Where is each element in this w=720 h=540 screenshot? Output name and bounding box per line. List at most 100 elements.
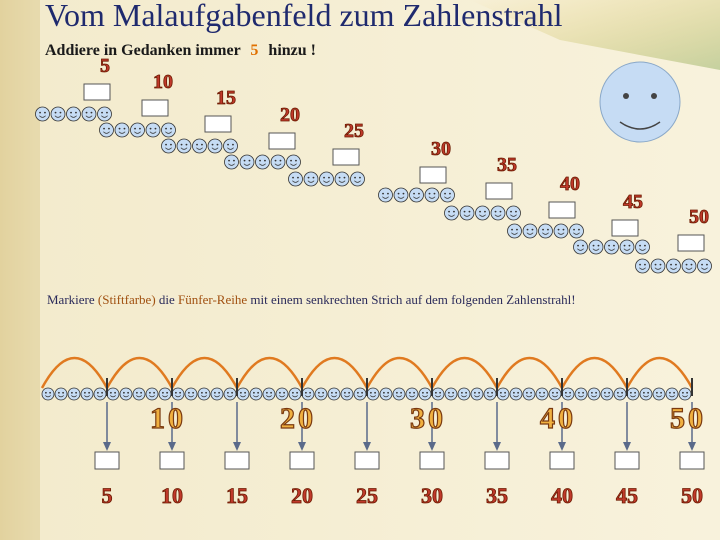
smiley — [97, 106, 112, 122]
step-number: 35 — [497, 154, 517, 176]
smiley-eye — [103, 127, 105, 130]
smiley — [224, 154, 239, 170]
smiley-mouth — [338, 180, 346, 183]
smiley — [635, 258, 650, 274]
answer-box — [141, 99, 169, 117]
smiley-face — [697, 258, 712, 274]
smiley — [490, 205, 506, 221]
smiley — [561, 387, 575, 401]
smiley-eye — [526, 228, 529, 231]
smiley — [130, 122, 145, 138]
smiley-mouth — [577, 248, 584, 251]
line-number: 10 — [150, 402, 186, 435]
smiley — [319, 171, 334, 187]
smiley-mouth — [70, 115, 77, 118]
smiley — [81, 106, 97, 122]
smiley-eye — [453, 210, 455, 213]
smiley-eye — [248, 159, 251, 162]
smiley-eye — [216, 143, 219, 146]
smiley-eye — [449, 192, 451, 195]
side-strip — [0, 0, 40, 540]
smiley-eye — [292, 391, 294, 394]
smiley-mouth — [279, 395, 285, 398]
answer-box — [83, 83, 111, 101]
smiley-face — [145, 387, 159, 401]
smiley-eye — [361, 391, 363, 394]
smiley — [678, 387, 692, 401]
smiley-face — [440, 187, 455, 203]
smiley-eye — [295, 159, 297, 162]
smiley-eye — [448, 391, 450, 394]
smiley-eye — [205, 391, 208, 394]
answer-box — [224, 451, 250, 470]
smiley-face — [197, 387, 211, 401]
subtitle-number: 5 — [250, 42, 258, 59]
smiley-face — [600, 387, 614, 401]
answer-number: 25 — [356, 483, 378, 508]
smiley — [145, 387, 159, 401]
smiley-mouth — [71, 395, 77, 398]
smiley-face — [207, 138, 223, 154]
smiley-mouth — [448, 214, 455, 217]
smiley-eye — [463, 210, 466, 213]
smiley-face — [340, 387, 354, 401]
smiley-mouth — [526, 395, 532, 398]
smiley-mouth — [370, 395, 376, 398]
smiley-eye — [706, 263, 708, 266]
smiley-eye — [539, 391, 541, 394]
smiley-eye — [231, 391, 234, 394]
smiley-eye — [543, 391, 545, 394]
smiley-eye — [604, 391, 606, 394]
smiley-face — [66, 106, 81, 122]
smiley — [288, 387, 302, 401]
smiley-eye — [106, 111, 108, 114]
smiley-mouth — [565, 395, 571, 398]
smiley-face — [639, 387, 653, 401]
answer-box — [679, 451, 705, 470]
smiley-mouth — [487, 395, 493, 398]
smiley-face — [507, 223, 522, 239]
smiley-eye — [211, 143, 214, 146]
smiley-eye — [621, 391, 623, 394]
smiley-eye — [335, 391, 337, 394]
smiley-face — [635, 239, 650, 255]
smiley — [378, 187, 393, 203]
answer-box — [332, 148, 360, 166]
smiley-face — [665, 387, 679, 401]
smiley — [275, 387, 289, 401]
smiley-eye — [484, 210, 486, 213]
smiley-eye — [444, 192, 446, 195]
smiley-face — [93, 387, 107, 401]
smiley-eye — [531, 228, 534, 231]
step-number: 15 — [216, 87, 236, 109]
smiley — [249, 387, 263, 401]
smiley — [67, 387, 81, 401]
smiley-mouth — [511, 232, 518, 235]
smiley-eye — [97, 391, 99, 394]
smiley-eye — [400, 391, 402, 394]
smiley-mouth — [323, 180, 330, 183]
smiley — [444, 205, 459, 221]
smiley-eye — [504, 391, 506, 394]
smiley-face — [538, 223, 553, 239]
smiley-eye — [227, 391, 229, 394]
smiley — [184, 387, 198, 401]
smiley-face — [54, 387, 68, 401]
smiley — [409, 187, 424, 203]
smiley-face — [496, 387, 510, 401]
smiley-face — [405, 387, 419, 401]
smiley-eye — [387, 391, 389, 394]
smiley-face — [569, 223, 584, 239]
smiley-mouth — [669, 395, 675, 398]
smiley-eye — [578, 228, 580, 231]
smiley-eye — [108, 127, 110, 130]
smiley-mouth — [214, 395, 220, 398]
smiley-face — [409, 187, 424, 203]
smiley-mouth — [240, 395, 246, 398]
smiley — [340, 387, 354, 401]
smiley-face — [97, 106, 112, 122]
smiley-eye — [465, 391, 467, 394]
smiley — [158, 387, 172, 401]
smiley-eye — [279, 159, 282, 162]
smiley-eye — [49, 391, 51, 394]
